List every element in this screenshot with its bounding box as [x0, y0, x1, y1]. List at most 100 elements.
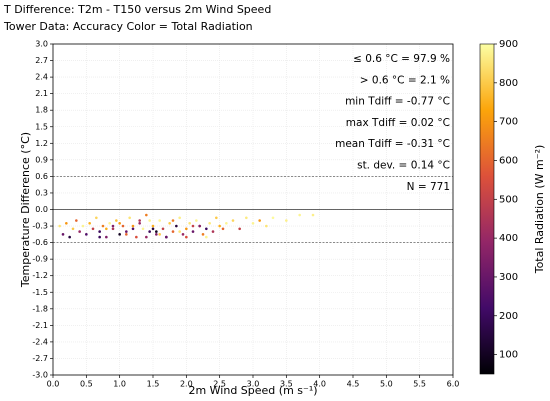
x-tick-label: 4.5 [347, 380, 360, 389]
point [238, 227, 241, 231]
y-tick-label: 2.7 [35, 56, 48, 65]
y-tick-label: 1.2 [35, 139, 48, 148]
point [298, 213, 301, 217]
point [201, 233, 205, 236]
x-axis-label: 2m Wind Speed (m s⁻¹) [188, 384, 317, 397]
point [98, 235, 101, 239]
point [141, 227, 145, 231]
point [78, 230, 81, 233]
colorbar-tick-label: 400 [499, 233, 518, 244]
stat-annotation: min Tdiff = -0.77 °C [345, 96, 450, 108]
y-tick-label: 3.0 [35, 40, 48, 49]
point [231, 219, 235, 222]
point [95, 216, 98, 220]
point [158, 233, 161, 236]
y-tick-label: -1.2 [32, 271, 48, 280]
point [91, 227, 95, 231]
colorbar-tick-label: 100 [499, 350, 518, 361]
point [191, 224, 195, 228]
x-tick-label: 4.0 [313, 380, 326, 389]
point [85, 233, 88, 236]
y-tick-label: 2.1 [35, 89, 48, 98]
point [151, 227, 155, 231]
point [175, 224, 178, 228]
x-tick-label: 0.0 [47, 380, 60, 389]
y-tick-label: 0.6 [35, 172, 48, 181]
y-tick-label: -3.0 [32, 371, 48, 380]
point [218, 224, 221, 228]
point [131, 227, 135, 231]
point [105, 235, 108, 239]
point [125, 233, 128, 236]
x-tick-label: 6.0 [447, 380, 460, 389]
y-tick-label: 0.0 [35, 205, 48, 214]
y-axis-label: Temperature Difference (°C) [19, 132, 32, 288]
point [101, 224, 105, 228]
point [185, 227, 188, 231]
x-tick-label: 2.0 [180, 380, 193, 389]
point [138, 221, 141, 225]
y-tick-label: -1.8 [32, 304, 48, 313]
point [121, 224, 125, 228]
point [205, 227, 208, 231]
x-tick-label: 3.0 [247, 380, 260, 389]
colorbar-tick-label: 700 [499, 117, 518, 128]
point [258, 219, 261, 222]
chart-subtitle: Tower Data: Accuracy Color = Total Radia… [3, 20, 253, 33]
point [198, 224, 201, 228]
point [81, 224, 85, 228]
colorbar-tick-label: 300 [499, 272, 518, 283]
y-tick-label: 2.4 [35, 73, 48, 82]
plot-frame [52, 43, 454, 376]
point [311, 213, 315, 217]
point [215, 216, 218, 220]
point [221, 227, 225, 231]
point [111, 224, 115, 228]
point [98, 230, 101, 233]
point [171, 230, 175, 233]
y-tick-label: 1.8 [35, 106, 48, 115]
stat-annotation: st. dev. = 0.14 °C [357, 160, 450, 172]
point [71, 227, 75, 231]
point [75, 219, 78, 222]
point [155, 233, 158, 236]
point [211, 230, 215, 233]
point [165, 235, 168, 239]
point [195, 219, 198, 222]
y-tick-label: 1.5 [35, 122, 48, 131]
stat-annotation: ≤ 0.6 °C = 97.9 % [353, 53, 450, 65]
colorbar-tick-label: 500 [499, 194, 518, 205]
x-tick-label: 0.5 [80, 380, 93, 389]
point [138, 219, 141, 222]
point [271, 216, 275, 220]
colorbar-label: Total Radiation (W m⁻²) [533, 145, 546, 275]
point [185, 235, 188, 239]
point [108, 221, 111, 225]
point [208, 221, 211, 225]
point [181, 233, 185, 236]
point [61, 233, 65, 236]
point [148, 219, 151, 222]
stat-annotation: N = 771 [407, 181, 450, 193]
stat-annotation: max Tdiff = 0.02 °C [346, 117, 450, 129]
point [265, 224, 268, 228]
point [118, 221, 121, 225]
y-tick-label: -0.9 [32, 255, 48, 264]
y-tick-label: -1.5 [32, 288, 48, 297]
colorbar-tick-label: 900 [499, 39, 518, 50]
point [135, 235, 138, 239]
y-tick-label: 0.3 [35, 188, 48, 197]
point [118, 233, 121, 236]
point [58, 224, 61, 228]
stat-annotation: mean Tdiff = -0.31 °C [335, 138, 450, 150]
point [88, 221, 91, 225]
point [285, 219, 288, 222]
x-tick-label: 5.0 [380, 380, 393, 389]
point [251, 221, 255, 225]
colorbar-tick-label: 600 [499, 155, 518, 166]
chart-title: T Difference: T2m - T150 versus 2m Wind … [3, 3, 271, 16]
y-tick-label: -2.4 [32, 337, 48, 346]
x-tick-label: 1.5 [147, 380, 160, 389]
point [245, 216, 248, 220]
